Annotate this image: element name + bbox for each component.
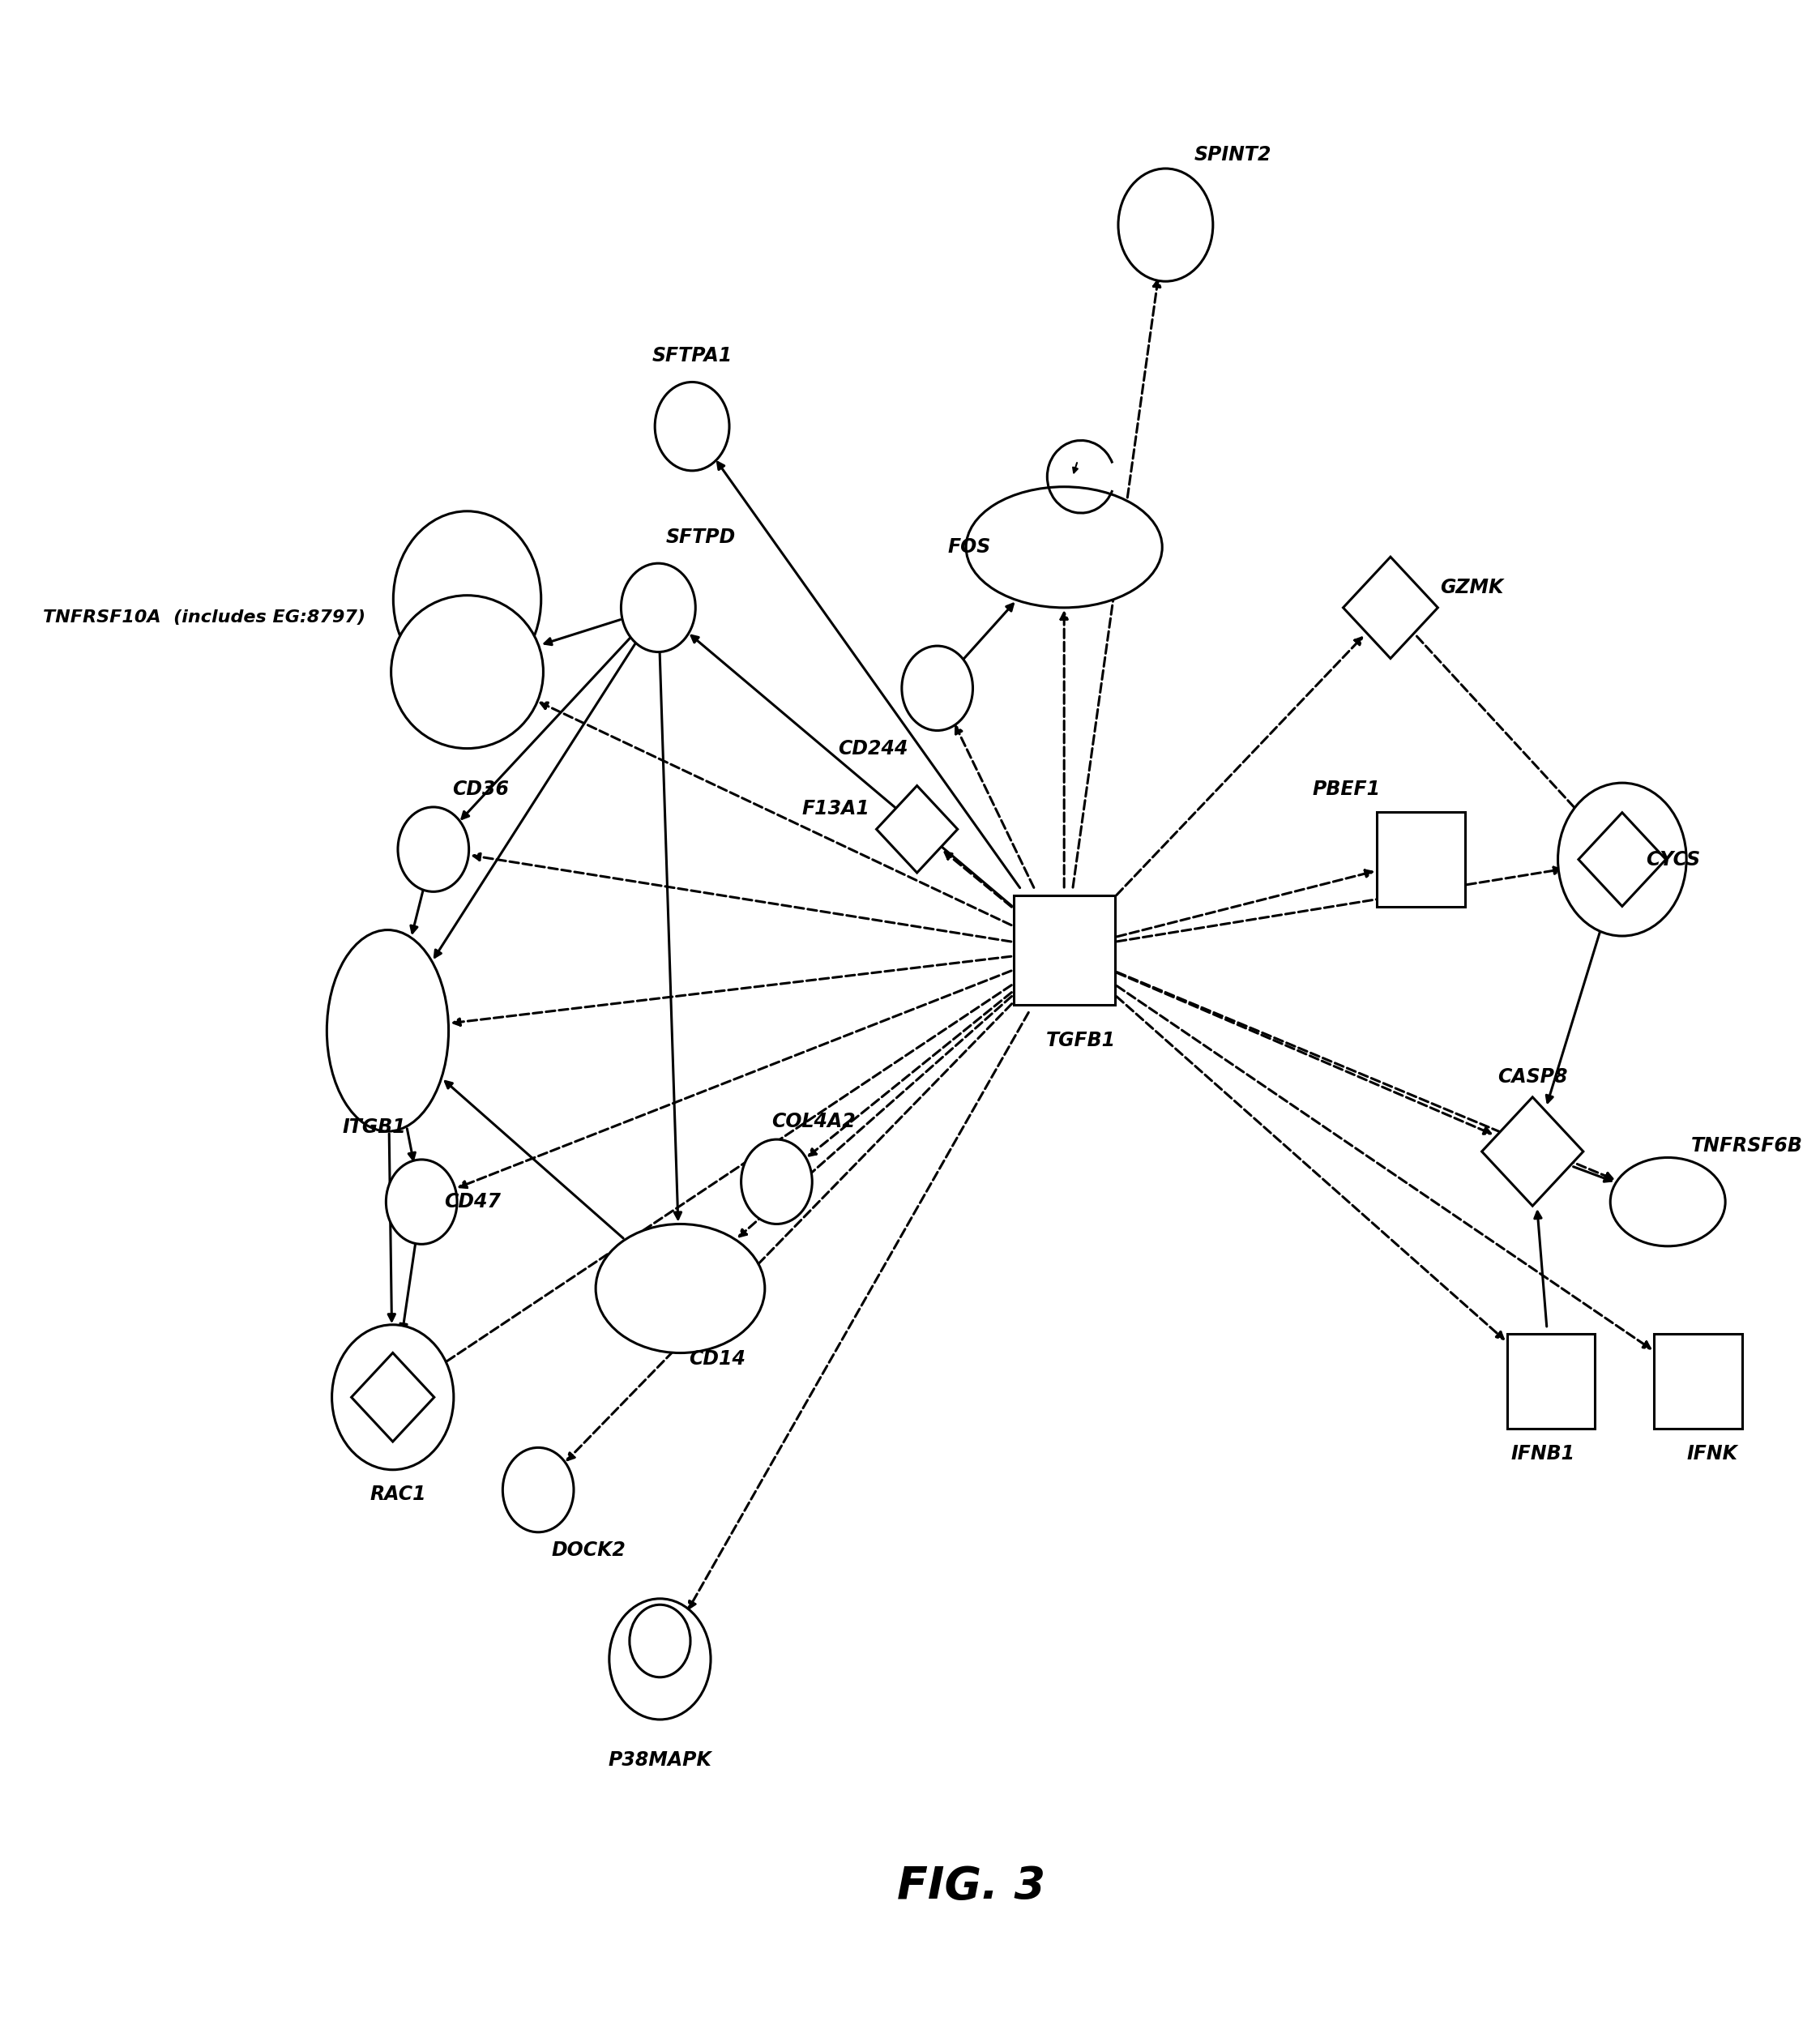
- Text: CD244: CD244: [837, 740, 908, 758]
- Text: CASP8: CASP8: [1498, 1067, 1567, 1087]
- Text: CYCS: CYCS: [1645, 849, 1700, 869]
- Circle shape: [393, 511, 541, 687]
- Text: TNFRSF10A  (includes EG:8797): TNFRSF10A (includes EG:8797): [44, 610, 366, 627]
- Polygon shape: [351, 1352, 435, 1441]
- Circle shape: [1117, 168, 1212, 281]
- Text: CD14: CD14: [690, 1350, 746, 1368]
- Ellipse shape: [966, 487, 1163, 608]
- Text: IFNK: IFNK: [1687, 1443, 1738, 1463]
- Polygon shape: [1343, 558, 1438, 659]
- Bar: [1014, 895, 1116, 1004]
- Text: P38MAPK: P38MAPK: [608, 1750, 712, 1770]
- Bar: [1654, 1334, 1742, 1429]
- Text: DOCK2: DOCK2: [551, 1540, 626, 1560]
- Text: GZMK: GZMK: [1440, 578, 1503, 598]
- Text: CD47: CD47: [444, 1192, 501, 1211]
- Circle shape: [399, 806, 470, 891]
- Circle shape: [741, 1140, 812, 1225]
- Text: FOS: FOS: [948, 538, 992, 558]
- Text: SPINT2: SPINT2: [1194, 146, 1272, 164]
- Text: SFTPA1: SFTPA1: [652, 346, 732, 366]
- Ellipse shape: [328, 930, 448, 1132]
- Ellipse shape: [595, 1225, 764, 1352]
- Text: IFNB1: IFNB1: [1511, 1443, 1574, 1463]
- Polygon shape: [1481, 1097, 1583, 1207]
- Text: TGFB1: TGFB1: [1046, 1031, 1116, 1051]
- Polygon shape: [877, 786, 957, 873]
- Circle shape: [630, 1605, 690, 1677]
- Text: ITGB1: ITGB1: [342, 1118, 406, 1138]
- Text: PBEF1: PBEF1: [1312, 780, 1381, 798]
- Circle shape: [621, 564, 695, 653]
- Text: RAC1: RAC1: [369, 1483, 426, 1504]
- Text: TNFRSF6B: TNFRSF6B: [1691, 1136, 1804, 1156]
- Text: FIG. 3: FIG. 3: [897, 1865, 1045, 1908]
- Text: F13A1: F13A1: [803, 800, 870, 819]
- Circle shape: [386, 1160, 457, 1245]
- Text: SFTPD: SFTPD: [666, 527, 735, 548]
- Ellipse shape: [1611, 1158, 1725, 1247]
- Circle shape: [502, 1447, 573, 1532]
- Circle shape: [655, 382, 730, 471]
- Circle shape: [901, 647, 974, 730]
- Bar: [1378, 812, 1465, 907]
- Text: CD36: CD36: [453, 780, 510, 798]
- Polygon shape: [1578, 812, 1665, 905]
- Text: COL4A2: COL4A2: [772, 1112, 855, 1132]
- Circle shape: [1558, 782, 1687, 936]
- Bar: [1507, 1334, 1594, 1429]
- Circle shape: [331, 1324, 453, 1469]
- Ellipse shape: [391, 596, 544, 748]
- Circle shape: [610, 1599, 710, 1720]
